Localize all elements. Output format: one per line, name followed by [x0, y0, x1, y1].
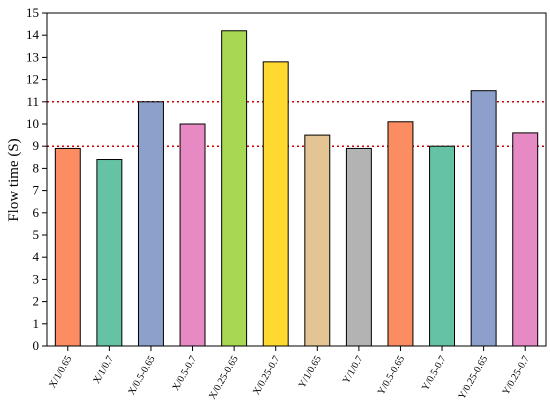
- bar: [54, 147, 81, 347]
- y-tick-label: 14: [26, 27, 40, 42]
- bar: [137, 101, 164, 347]
- y-tick-label: 6: [33, 205, 40, 220]
- y-tick-label: 9: [33, 138, 40, 153]
- bar: [470, 90, 497, 347]
- y-tick-label: 15: [26, 5, 39, 20]
- reference-lines: [47, 101, 546, 147]
- bar: [179, 123, 206, 347]
- bar: [96, 159, 123, 347]
- y-tick-label: 11: [26, 94, 39, 109]
- y-axis-label: Flow time (S): [6, 138, 22, 221]
- bars-group: [54, 30, 539, 347]
- bar: [304, 134, 331, 347]
- bar: [512, 132, 539, 347]
- y-tick-label: 7: [33, 183, 40, 198]
- y-tick-label: 0: [33, 338, 40, 353]
- y-tick-label: 2: [33, 294, 40, 309]
- bar: [387, 121, 414, 347]
- bar: [262, 61, 289, 347]
- y-tick-label: 1: [33, 316, 40, 331]
- y-tick-label: 3: [33, 271, 40, 286]
- bar: [221, 30, 248, 347]
- bar: [345, 147, 372, 347]
- y-tick-label: 4: [33, 249, 40, 264]
- plot-frame: [46, 12, 547, 347]
- y-tick-label: 5: [33, 227, 40, 242]
- y-tick-label: 12: [26, 72, 39, 87]
- y-tick-label: 8: [33, 160, 40, 175]
- y-tick-label: 10: [26, 116, 39, 131]
- y-tick-label: 13: [26, 49, 39, 64]
- bar: [429, 145, 456, 347]
